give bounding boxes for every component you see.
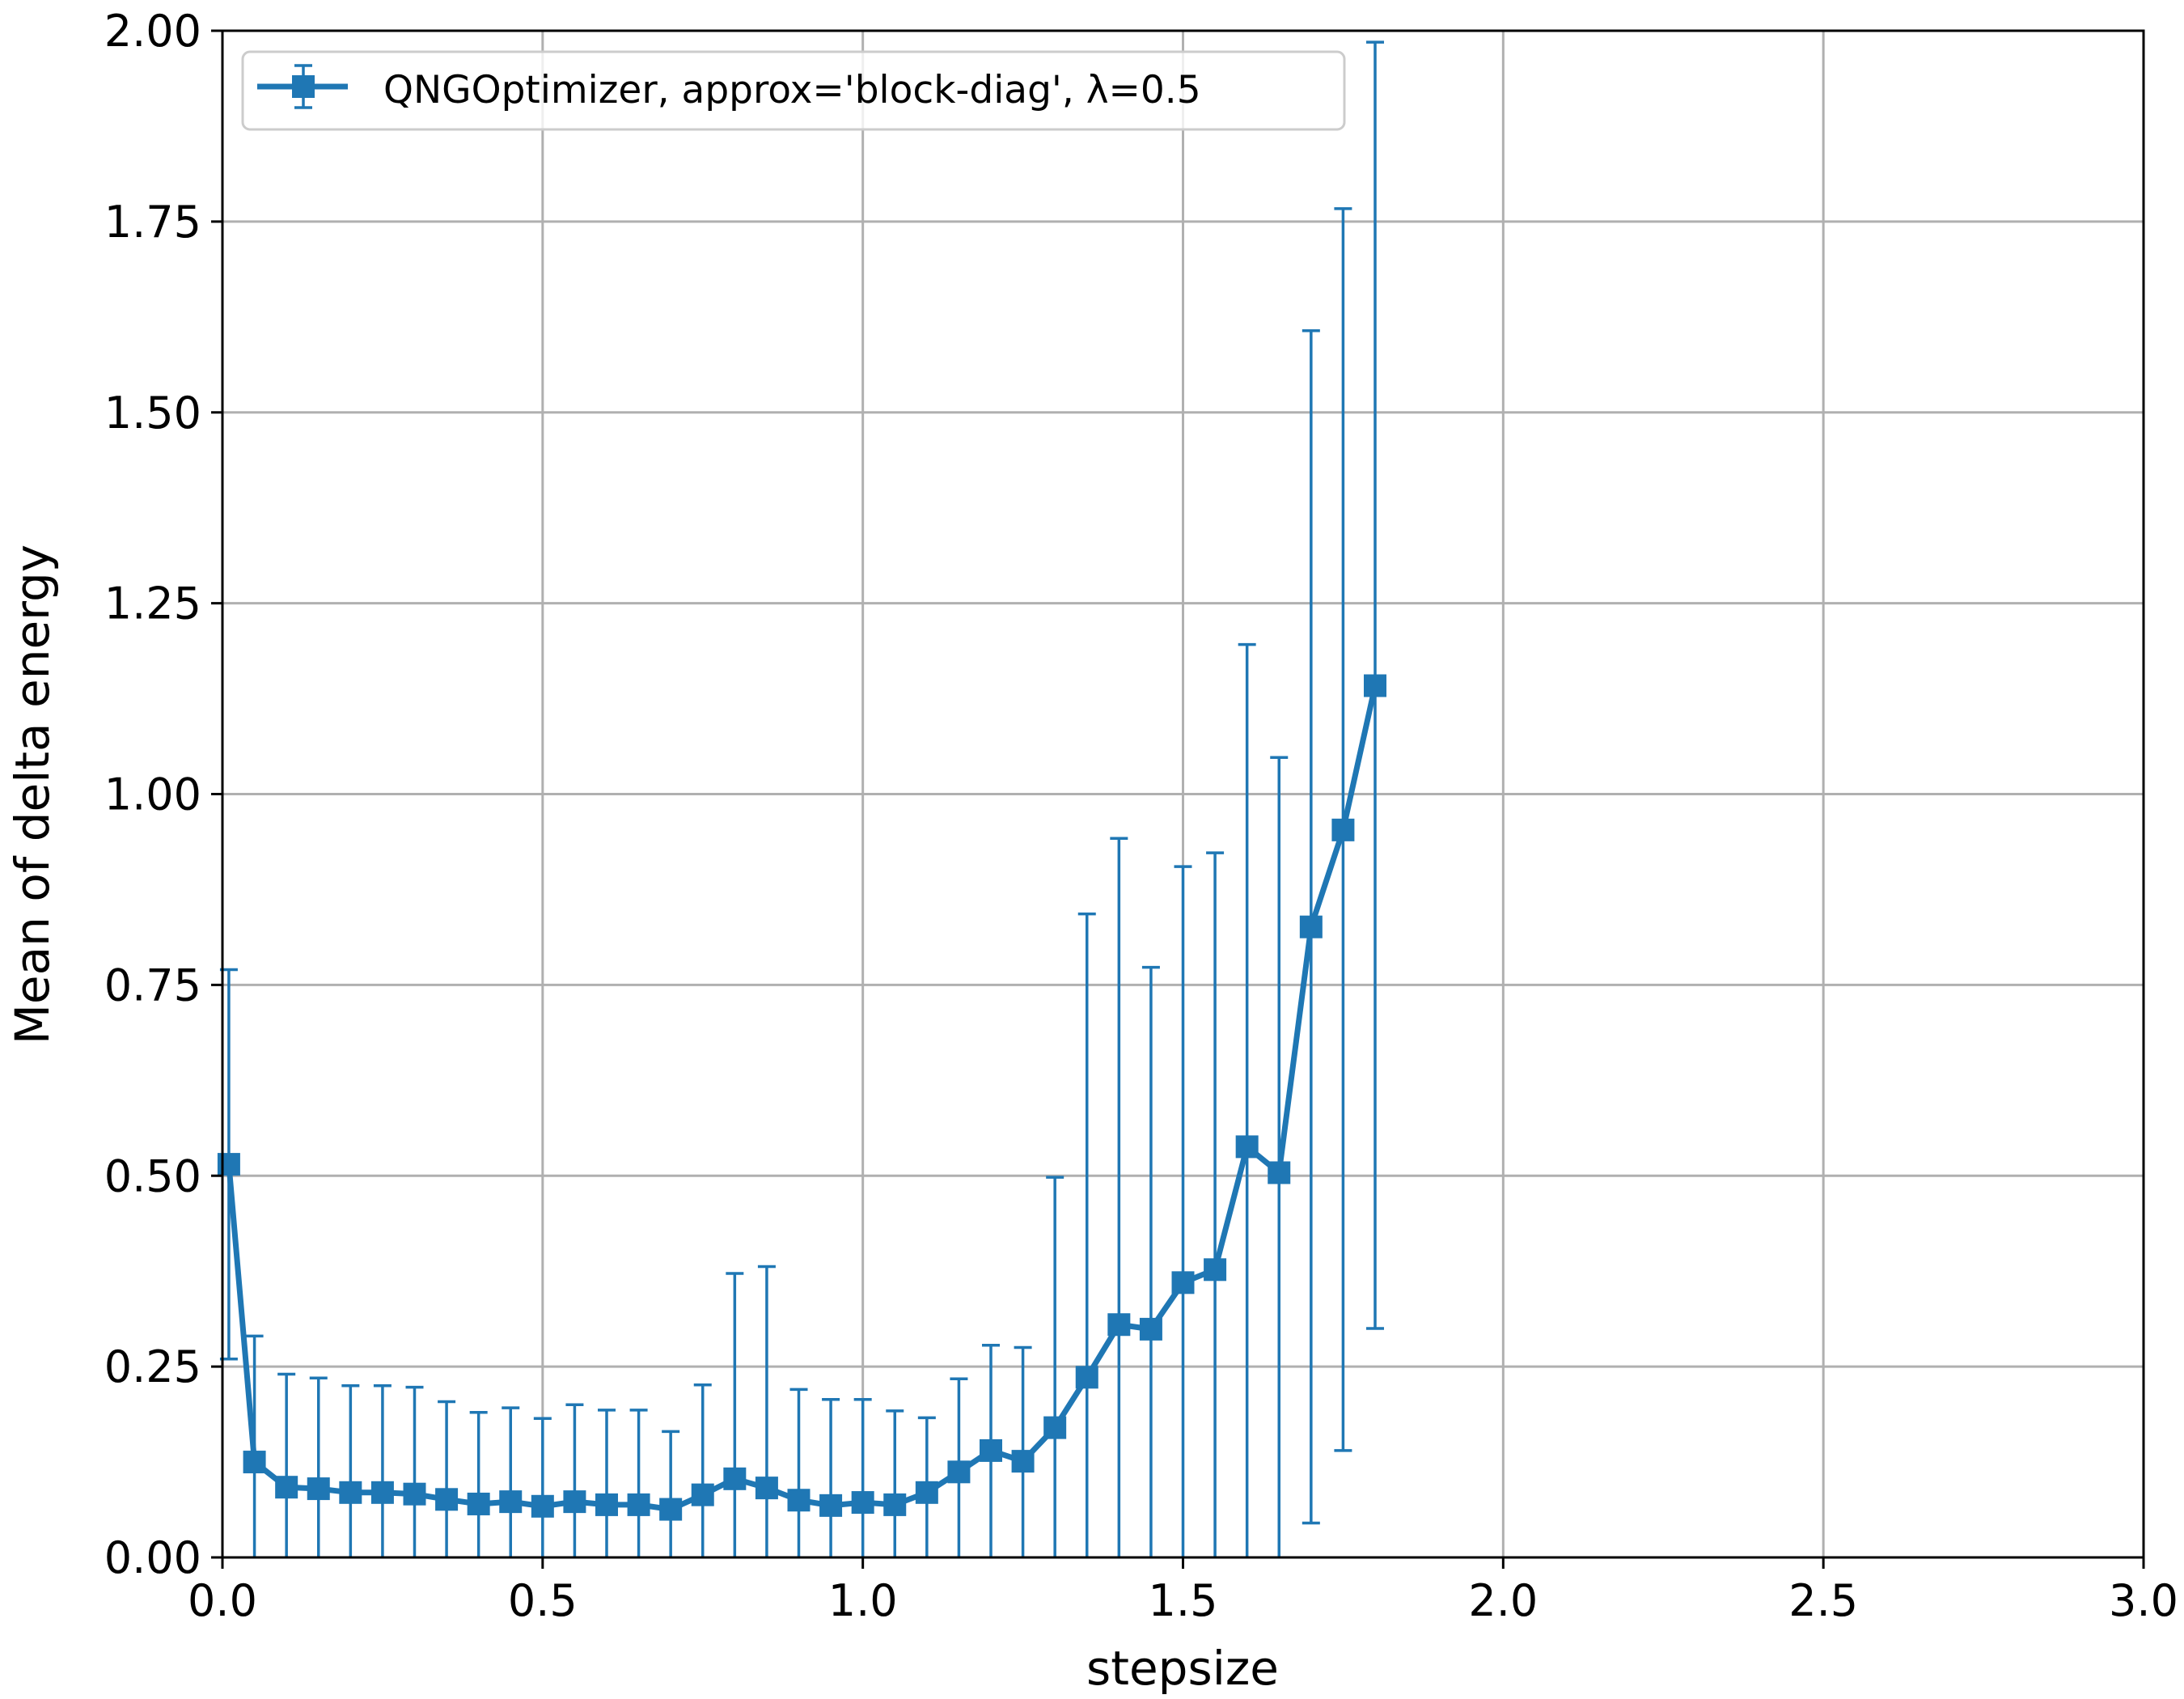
data-point	[243, 1451, 266, 1474]
y-tick-label: 1.25	[104, 578, 201, 629]
legend-box	[241, 50, 1346, 131]
y-tick-label: 2.00	[104, 6, 201, 57]
data-point	[1299, 915, 1323, 938]
legend-label: QNGOptimizer, approx='block-diag', λ=0.5	[383, 68, 1201, 112]
data-point	[691, 1483, 714, 1506]
data-point	[307, 1477, 330, 1501]
y-axis-ticks: 0.00 0.25 0.50 0.75 1.00 1.25 1.50 1.75 2.00	[104, 6, 222, 1583]
data-point	[1171, 1271, 1195, 1294]
y-tick-label: 0.75	[104, 960, 201, 1011]
data-point	[370, 1481, 394, 1504]
data-point	[1268, 1161, 1291, 1184]
x-tick-label: 1.0	[828, 1575, 898, 1626]
data-point	[883, 1493, 907, 1516]
data-point	[467, 1492, 490, 1515]
data-point	[1331, 818, 1355, 841]
data-point	[1235, 1135, 1259, 1159]
series-markers	[217, 674, 1386, 1521]
y-tick-label: 1.50	[104, 388, 201, 439]
data-point	[217, 1153, 240, 1176]
data-point	[339, 1481, 362, 1504]
data-point	[1075, 1366, 1098, 1389]
data-point	[499, 1490, 523, 1514]
data-point	[435, 1488, 459, 1511]
y-tick-label: 0.50	[104, 1150, 201, 1201]
data-point	[563, 1490, 586, 1514]
x-axis-ticks: 0.0 0.5 1.0 1.5 2.0 2.5 3.0	[188, 1557, 2178, 1626]
data-point	[1364, 674, 1386, 697]
y-tick-label: 1.00	[104, 769, 201, 820]
x-axis-title: stepsize	[1086, 1641, 1279, 1696]
data-point	[659, 1498, 683, 1521]
y-axis-title: Mean of delta energy	[5, 544, 60, 1044]
data-point	[627, 1493, 650, 1516]
data-point	[787, 1489, 811, 1512]
y-tick-label: 0.25	[104, 1341, 201, 1392]
data-point	[915, 1481, 938, 1504]
error-bars	[219, 40, 1384, 1557]
x-tick-label: 0.5	[508, 1575, 578, 1626]
data-point	[723, 1467, 747, 1490]
x-tick-label: 3.0	[2109, 1575, 2178, 1626]
data-point	[851, 1491, 874, 1515]
data-point	[819, 1494, 843, 1517]
y-tick-label: 0.00	[104, 1532, 201, 1583]
legend-square-marker	[292, 75, 315, 98]
data-point	[1107, 1313, 1131, 1337]
data-point	[275, 1476, 298, 1499]
y-tick-label: 1.75	[104, 197, 201, 248]
x-tick-label: 2.5	[1788, 1575, 1858, 1626]
data-point	[1043, 1416, 1067, 1439]
data-point	[1204, 1258, 1227, 1282]
data-point	[403, 1482, 426, 1506]
legend-marker	[257, 64, 348, 109]
data-point	[755, 1477, 778, 1500]
data-point	[980, 1438, 1002, 1462]
x-tick-label: 2.0	[1468, 1575, 1538, 1626]
data-point	[595, 1493, 618, 1516]
data-point	[531, 1494, 554, 1518]
legend: QNGOptimizer, approx='block-diag', λ=0.5	[241, 50, 1346, 131]
data-point	[947, 1460, 971, 1484]
x-tick-label: 1.5	[1149, 1575, 1218, 1626]
data-point	[1139, 1317, 1162, 1341]
x-tick-label: 0.0	[188, 1575, 257, 1626]
data-point	[1011, 1450, 1035, 1473]
